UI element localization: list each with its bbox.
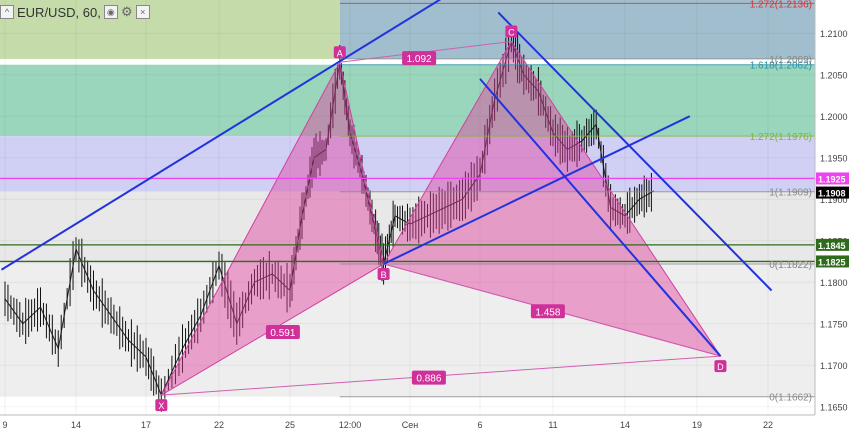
price-badges: 1.1925 1.1908 1.1845 1.1825: [816, 172, 849, 268]
fib-labels: 1.272(1.2136) 1(1.2069)1.618(1.2062) 1.272…: [750, 0, 812, 404]
fib-label: 1(1.2069): [769, 55, 812, 66]
y-tick-label: 1.1650: [820, 403, 848, 413]
trend-line: [0, 0, 442, 271]
gear-icon[interactable]: ⚙: [120, 4, 133, 19]
ratio-badge: [402, 51, 437, 66]
price-badge: [816, 238, 849, 251]
x-tick-label: 14: [620, 420, 630, 430]
price-badge-text: 1.1845: [818, 241, 846, 251]
ratio-badge: [411, 370, 446, 385]
fib-label: 0(1.1822): [769, 260, 812, 271]
price-badge-text: 1.1925: [818, 174, 846, 184]
y-tick-label: 1.1700: [820, 361, 848, 371]
x-tick-label: Сен: [402, 420, 419, 430]
point-badge: [377, 267, 390, 280]
ratio-text: 0.591: [270, 328, 295, 339]
point-badge: [333, 46, 346, 59]
fib-label: 1.272(1.1976): [750, 132, 812, 143]
fib-band: [0, 136, 815, 192]
x-tick-label: 22: [214, 420, 224, 430]
pattern-point-labels: X A B C D: [155, 25, 727, 412]
ratio-labels: 1.092 0.591 1.458 0.886: [265, 51, 565, 385]
trend-line: [383, 115, 691, 265]
trend-line: [497, 11, 773, 292]
point-label: D: [717, 362, 724, 372]
close-icon[interactable]: ×: [135, 5, 150, 19]
point-label: C: [508, 28, 515, 38]
y-tick-label: 1.2000: [820, 112, 848, 122]
point-badge: [714, 360, 727, 373]
fib-label: 1(1.1909): [769, 188, 812, 199]
x-axis-bg: [0, 415, 850, 434]
x-tick-label: 14: [71, 420, 81, 430]
trend-lines: [0, 0, 773, 357]
x-tick-label: 9: [2, 420, 7, 430]
ratio-text: 1.458: [535, 307, 560, 318]
x-tick-label: 22: [763, 420, 773, 430]
ratio-badge: [265, 325, 300, 339]
y-tick-label: 1.2100: [820, 29, 848, 39]
eye-icon[interactable]: ◉: [103, 5, 118, 19]
point-label: B: [381, 270, 387, 280]
y-tick-label: 1.2050: [820, 71, 848, 81]
y-tick-label: 1.1800: [820, 278, 848, 288]
fib-label: 0(1.1662): [769, 393, 812, 404]
x-tick-label: 25: [285, 420, 295, 430]
point-badge: [505, 25, 518, 38]
point-label: X: [158, 401, 164, 411]
trend-line: [479, 78, 722, 357]
symbol-label[interactable]: EUR/USD, 60,: [17, 4, 101, 20]
y-tick-label: 1.1750: [820, 320, 848, 330]
harmonic-pattern: [160, 40, 722, 397]
fib-label: 1.618(1.2062): [750, 61, 812, 72]
fib-band: [339, 0, 815, 59]
x-tick-label: 19: [692, 420, 702, 430]
y-axis-bg: [815, 0, 850, 434]
price-badge-text: 1.1825: [818, 257, 846, 267]
chevron-up-icon[interactable]: ^: [0, 5, 14, 19]
price-badge: [816, 172, 849, 185]
chart-header: ^ EUR/USD, 60, ◉ ⚙ ×: [0, 2, 150, 22]
fib-band: [0, 64, 815, 137]
fib-band: [0, 263, 815, 397]
y-tick-label: 1.1950: [820, 154, 848, 164]
fib-label: 1.272(1.2136): [750, 0, 812, 10]
x-tick-label: 12:00: [339, 420, 362, 430]
price-badge-text: 1.1908: [818, 189, 846, 199]
point-label: A: [337, 48, 343, 58]
x-tick-label: 6: [477, 420, 482, 430]
ratio-text: 0.886: [416, 374, 441, 385]
price-badge: [816, 255, 849, 268]
y-tick-label: 1.1900: [820, 195, 848, 205]
ratio-text: 1.092: [407, 54, 432, 65]
price-badge: [816, 186, 849, 199]
x-axis: 9 14 17 22 25 12:00 Сен 6 11 14 19 22: [0, 414, 850, 434]
grid-lines: [0, 0, 815, 415]
x-tick-label: 11: [548, 420, 557, 430]
fib-band: [0, 0, 340, 59]
point-badge: [155, 399, 168, 412]
x-tick-label: 17: [141, 420, 151, 430]
y-axis: 1.21001.20501.20001.19501.19001.18501.18…: [814, 0, 850, 434]
ratio-badge: [530, 304, 565, 319]
